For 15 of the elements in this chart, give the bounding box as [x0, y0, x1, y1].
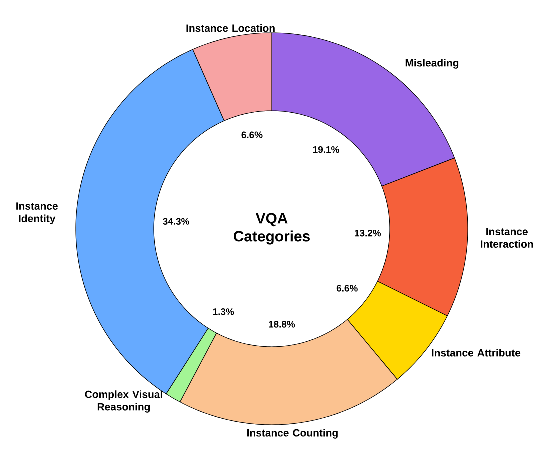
slice-label: Instance Location: [186, 24, 275, 32]
data-label: 34.3%: [163, 218, 190, 225]
slice-label: Instance Interaction: [481, 228, 534, 248]
slice-label: Instance Attribute: [432, 349, 521, 357]
slice-label: Instance Counting: [248, 429, 338, 439]
data-label: 6.6%: [242, 132, 263, 138]
slice-label: Complex Visual Reasoning: [85, 390, 162, 413]
data-label: 19.1%: [313, 146, 340, 154]
text: VQA Categories: [234, 213, 310, 245]
slice-label: Instance Identity: [16, 202, 58, 225]
data-label: 13.2%: [355, 230, 382, 237]
slice-label: Misleading: [406, 59, 459, 69]
data-label: 6.6%: [336, 285, 358, 292]
data-label: 18.8%: [269, 321, 296, 328]
data-label: 1.3%: [213, 308, 234, 316]
